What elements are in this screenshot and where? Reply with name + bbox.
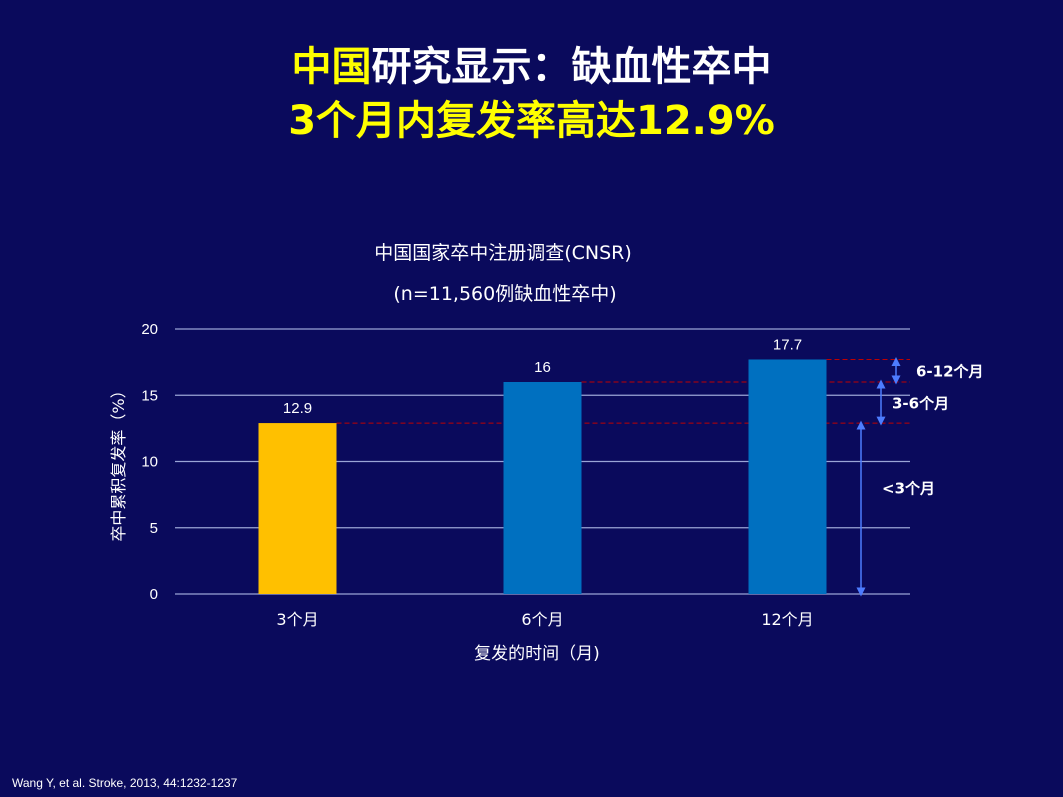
- citation: Wang Y, et al. Stroke, 2013, 44:1232-123…: [12, 776, 238, 790]
- x-tick-label: 6个月: [521, 610, 563, 629]
- title-line-1: 中国研究显示：缺血性卒中: [0, 40, 1063, 94]
- data-label: 17.7: [773, 336, 802, 353]
- data-label: 16: [534, 359, 551, 376]
- x-tick-label: 3个月: [276, 610, 318, 629]
- y-tick-label: 5: [150, 520, 158, 537]
- data-labels: 12.9 16 17.7: [283, 336, 802, 417]
- x-tick-label: 12个月: [761, 610, 813, 629]
- reference-lines: [336, 358, 910, 424]
- y-tick-label: 10: [141, 454, 158, 471]
- title-line-1-text: 研究显示：缺血性卒中: [371, 44, 772, 90]
- annotation-label: 6-12个月: [916, 363, 984, 381]
- annotation-label: <3个月: [882, 480, 935, 498]
- chart-title: 中国国家卒中注册调查(CNSR): [374, 242, 632, 264]
- y-tick-label: 20: [141, 321, 158, 338]
- title-highlight: 中国: [291, 44, 372, 90]
- x-tick-labels: 3个月 6个月 12个月: [276, 610, 813, 629]
- y-tick-label: 15: [141, 387, 158, 404]
- bars: [258, 359, 827, 594]
- annotations: 6-12个月 3-6个月 <3个月: [856, 356, 984, 597]
- data-label: 12.9: [283, 400, 312, 417]
- title-line-2: 3个月内复发率高达12.9%: [288, 98, 775, 144]
- slide-title: 中国研究显示：缺血性卒中 3个月内复发率高达12.9%: [0, 40, 1063, 148]
- bar: [748, 359, 827, 594]
- bar: [503, 382, 582, 594]
- annotation-label: 3-6个月: [892, 395, 949, 413]
- bar: [258, 423, 337, 594]
- x-axis-label: 复发的时间（月): [474, 644, 600, 664]
- chart-subtitle: (n=11,560例缺血性卒中): [393, 283, 616, 305]
- y-tick-label: 0: [150, 586, 158, 603]
- y-tick-labels: 0 5 10 15 20: [141, 321, 158, 603]
- y-axis-label: 卒中累积复发率（%）: [109, 382, 128, 541]
